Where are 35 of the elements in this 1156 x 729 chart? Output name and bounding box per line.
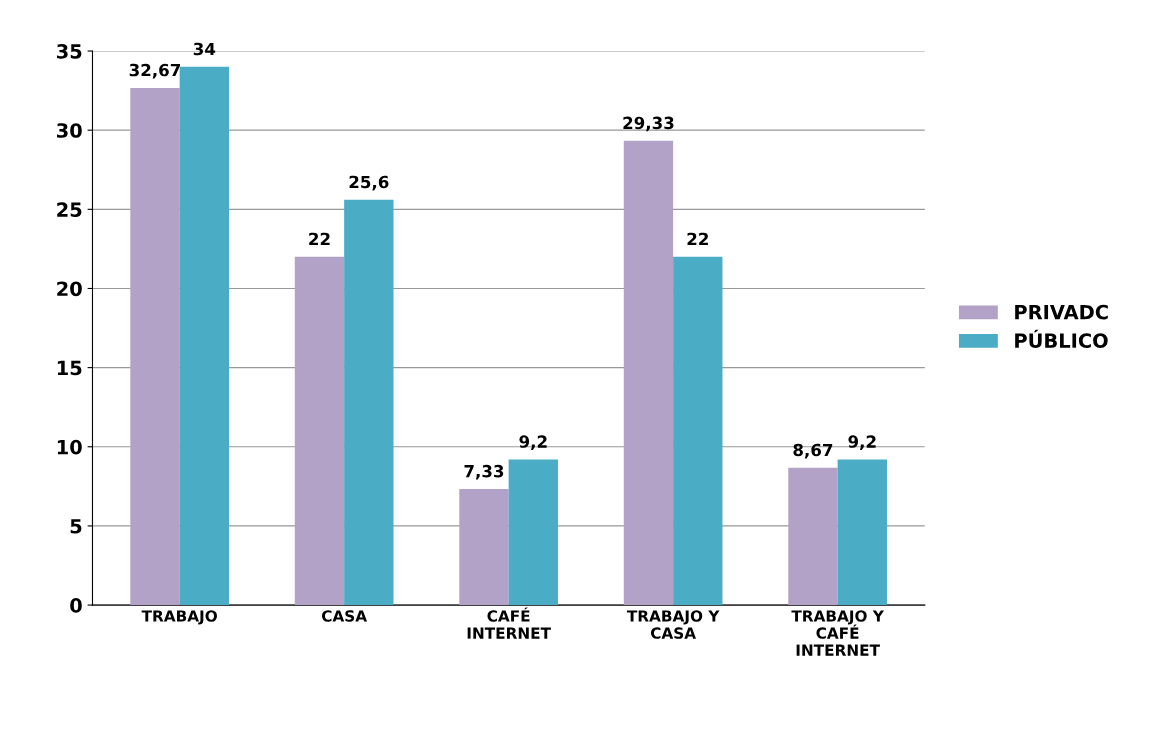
data-label: 32,67 (129, 63, 181, 79)
x-tick-label: CAFÉ INTERNET (467, 607, 551, 639)
data-label: 7,33 (464, 464, 504, 480)
bar (179, 66, 230, 606)
data-label: 22 (687, 232, 708, 246)
y-tick-label: 35 (57, 43, 82, 59)
data-label: 9,2 (519, 435, 547, 450)
bar (294, 256, 345, 606)
legend-label: PRIVADC (1015, 304, 1108, 320)
y-tick-label: 25 (57, 202, 82, 217)
bar (788, 467, 838, 606)
bar (837, 459, 887, 606)
data-label: 22 (309, 232, 330, 246)
x-tick-label: TRABAJO Y CASA (626, 610, 720, 639)
data-label: 29,33 (623, 116, 674, 132)
data-label: 34 (193, 42, 216, 56)
y-tick-label: 0 (70, 598, 82, 613)
bar (130, 87, 180, 606)
x-tick-label: TRABAJO (141, 610, 217, 625)
legend-label: PÚBLICO (1015, 329, 1108, 348)
y-tick-label: 10 (57, 439, 82, 455)
data-label: 25,6 (349, 175, 389, 191)
bar (344, 199, 394, 606)
data-label: 9,2 (848, 435, 876, 450)
y-tick-label: 15 (57, 360, 82, 376)
bar (623, 140, 674, 606)
x-tick-label: TRABAJO Y CAFÉ INTERNET (791, 610, 885, 656)
bar (508, 459, 558, 606)
x-tick-label: CASA (321, 610, 368, 622)
bar (673, 256, 723, 606)
data-label: 8,67 (793, 443, 833, 459)
y-tick-label: 30 (57, 123, 82, 138)
y-tick-label: 20 (57, 281, 82, 297)
bar (459, 489, 509, 606)
y-tick-label: 5 (70, 519, 82, 534)
